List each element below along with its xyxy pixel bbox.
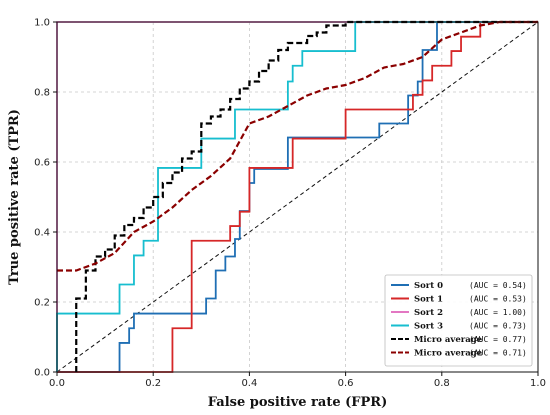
series-line-3 [56, 21, 538, 372]
legend-auc: (AUC = 0.54) [469, 281, 527, 290]
y-tick-label: 1.0 [34, 18, 50, 29]
y-tick-label: 0.6 [34, 158, 50, 169]
legend-auc: (AUC = 0.77) [469, 335, 527, 344]
legend-auc: (AUC = 0.73) [469, 322, 527, 331]
y-tick-labels: 0.0 0.2 0.4 0.6 0.8 1.0 [34, 18, 57, 379]
x-tick-label: 0.0 [49, 378, 65, 389]
plot-frame [56, 21, 539, 373]
y-tick-label: 0.8 [34, 88, 50, 99]
legend-label: Sort 2 [414, 308, 443, 318]
legend-label: Sort 1 [414, 295, 443, 305]
legend-auc: (AUC = 1.00) [469, 308, 527, 317]
y-tick-label: 0.0 [34, 368, 50, 379]
x-tick-labels: 0.0 0.2 0.4 0.6 0.8 1.0 [49, 372, 546, 389]
x-tick-label: 1.0 [530, 378, 546, 389]
x-axis-title: False positive rate (FPR) [208, 395, 388, 410]
series-line-5 [57, 20, 538, 272]
legend-auc: (AUC = 0.71) [469, 349, 527, 358]
legend-label: Micro average [414, 349, 483, 359]
legend-label: Sort 0 [414, 281, 443, 291]
legend-label: Sort 3 [414, 322, 443, 332]
x-tick-label: 0.8 [434, 378, 450, 389]
y-tick-label: 0.2 [34, 298, 50, 309]
series-line-4 [75, 20, 538, 372]
legend-box [384, 274, 533, 367]
legend: Sort 0 (AUC = 0.54) Sort 1 (AUC = 0.53) Sort… [384, 274, 533, 367]
x-tick-label: 0.2 [145, 378, 161, 389]
legend-auc: (AUC = 0.53) [469, 295, 527, 304]
legend-label: Micro average [414, 335, 483, 345]
x-tick-label: 0.4 [241, 378, 257, 389]
y-tick-label: 0.4 [34, 228, 50, 239]
x-tick-label: 0.6 [338, 378, 354, 389]
y-axis-title: True positive rate (TPR) [7, 109, 22, 285]
series-line-1 [57, 21, 538, 373]
